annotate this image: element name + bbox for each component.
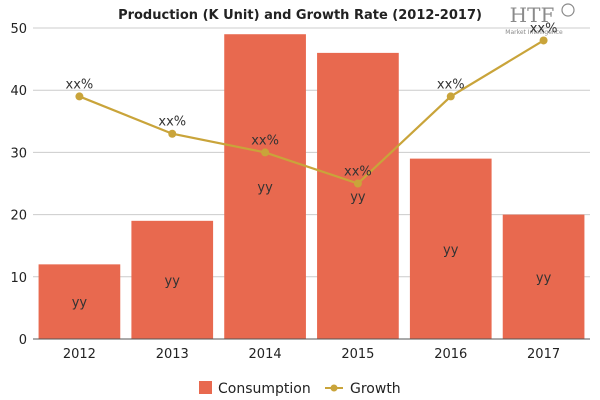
growth-point — [539, 36, 548, 45]
y-tick-label: 0 — [19, 333, 27, 348]
legend-consumption-swatch — [199, 381, 212, 394]
growth-value-label: xx% — [437, 77, 465, 92]
bar — [317, 52, 399, 339]
growth-point — [446, 92, 455, 101]
y-tick-label: 40 — [10, 84, 27, 99]
logo-text: HTF — [510, 3, 555, 27]
bar — [409, 158, 492, 339]
bars — [38, 34, 585, 339]
chart-title: Production (K Unit) and Growth Rate (201… — [118, 8, 482, 23]
x-tick-label: 2012 — [63, 347, 96, 362]
bar — [502, 214, 585, 339]
growth-series-line — [79, 39, 545, 185]
y-tick-label: 30 — [10, 146, 27, 161]
y-tick-label: 10 — [10, 271, 27, 286]
legend-growth-marker — [330, 384, 338, 392]
x-tick-label: 2013 — [156, 347, 189, 362]
bar-value-label: yy — [165, 274, 181, 289]
growth-value-label: xx% — [530, 21, 558, 36]
growth-value-label: xx% — [251, 133, 279, 148]
bar-value-label: yy — [350, 190, 366, 205]
y-axis-ticks: 0 10 20 30 40 50 — [10, 22, 27, 348]
growth-point — [168, 129, 177, 138]
x-tick-label: 2017 — [527, 347, 560, 362]
logo-subtitle: Market Intelligence — [505, 29, 563, 36]
x-tick-label: 2016 — [434, 347, 467, 362]
bar-value-label: yy — [443, 243, 459, 258]
x-tick-label: 2015 — [341, 347, 374, 362]
bar-value-label: yy — [257, 181, 273, 196]
grid — [33, 27, 590, 278]
growth-value-label: xx% — [158, 115, 186, 130]
growth-line — [75, 36, 548, 188]
legend-growth-label: Growth — [350, 381, 401, 397]
legend-consumption-label: Consumption — [218, 381, 311, 397]
bar — [38, 264, 121, 339]
bar-value-label: yy — [536, 271, 552, 286]
y-tick-label: 50 — [10, 22, 27, 37]
bar-labels: yy yy yy yy yy yy — [72, 181, 552, 311]
logo: HTF Market Intelligence — [505, 3, 575, 36]
growth-point — [75, 92, 84, 101]
growth-labels: xx% xx% xx% xx% xx% xx% — [66, 21, 558, 179]
x-axis-ticks: 2012 2013 2014 2015 2016 2017 — [63, 347, 560, 362]
growth-point — [353, 179, 362, 188]
growth-value-label: xx% — [344, 165, 372, 180]
bar — [224, 34, 306, 339]
bar — [131, 220, 214, 339]
logo-globe-icon — [561, 3, 575, 17]
legend: Consumption Growth — [199, 381, 401, 397]
y-tick-label: 20 — [10, 209, 27, 224]
x-tick-label: 2014 — [249, 347, 282, 362]
bar-value-label: yy — [72, 296, 88, 311]
growth-point — [261, 148, 270, 157]
growth-value-label: xx% — [66, 77, 94, 92]
